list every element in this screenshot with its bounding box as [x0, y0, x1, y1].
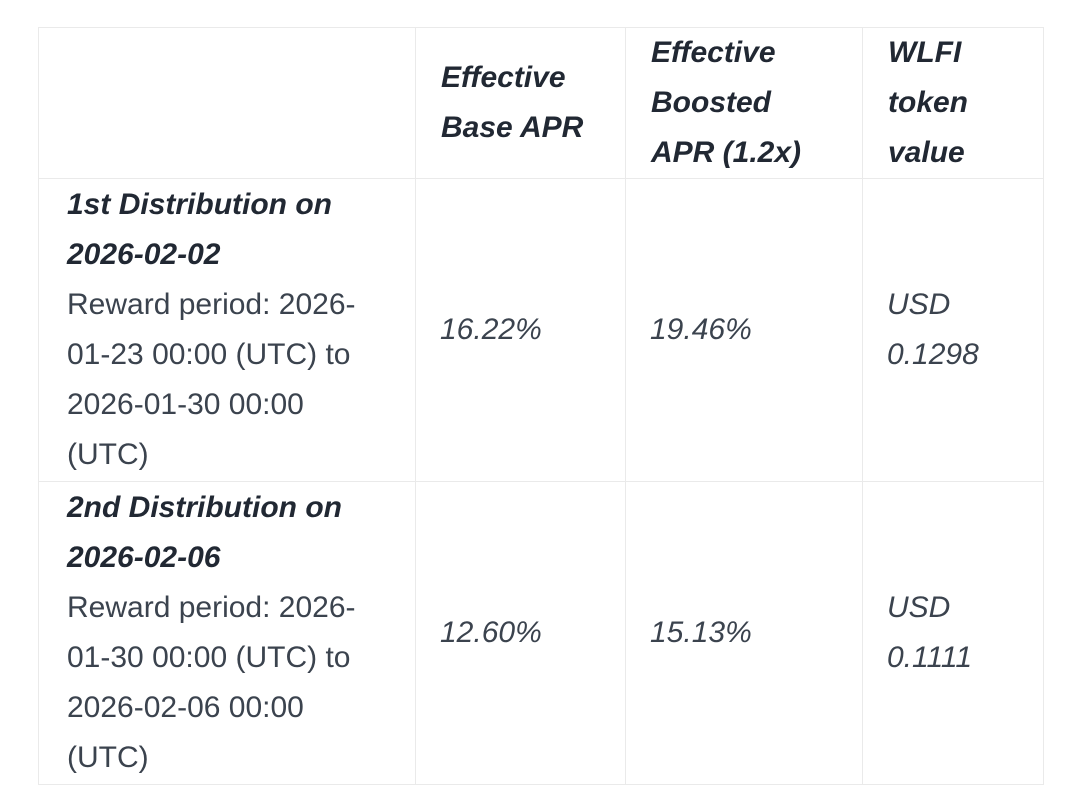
- distribution-label-cell: 2nd Distribution on 2026-02-06 Reward pe…: [38, 481, 416, 785]
- reward-period-text: Reward period: 2026-01-30 00:00 (UTC) to…: [67, 591, 356, 774]
- wlfi-token-value: USD 0.1111: [862, 481, 1044, 785]
- boosted-apr-value: 19.46%: [625, 178, 863, 482]
- distribution-title: 2nd Distribution on 2026-02-06: [67, 491, 342, 574]
- boosted-apr-value: 15.13%: [625, 481, 863, 785]
- distribution-title: 1st Distribution on 2026-02-02: [67, 188, 332, 271]
- reward-period-text: Reward period: 2026-01-23 00:00 (UTC) to…: [67, 288, 356, 471]
- header-row: Effective Base APR Effective Boosted APR…: [38, 27, 1044, 179]
- base-apr-value: 16.22%: [415, 178, 626, 482]
- table-row-first-distribution: 1st Distribution on 2026-02-02 Reward pe…: [38, 178, 1044, 482]
- header-empty-cell: [38, 27, 416, 179]
- distribution-label-cell: 1st Distribution on 2026-02-02 Reward pe…: [38, 178, 416, 482]
- header-effective-base-apr: Effective Base APR: [415, 27, 626, 179]
- distribution-rewards-table: Effective Base APR Effective Boosted APR…: [38, 27, 1044, 785]
- base-apr-value: 12.60%: [415, 481, 626, 785]
- header-wlfi-token-value: WLFI token value: [862, 27, 1044, 179]
- header-effective-boosted-apr: Effective Boosted APR (1.2x): [625, 27, 863, 179]
- wlfi-token-value: USD 0.1298: [862, 178, 1044, 482]
- table-row-second-distribution: 2nd Distribution on 2026-02-06 Reward pe…: [38, 481, 1044, 785]
